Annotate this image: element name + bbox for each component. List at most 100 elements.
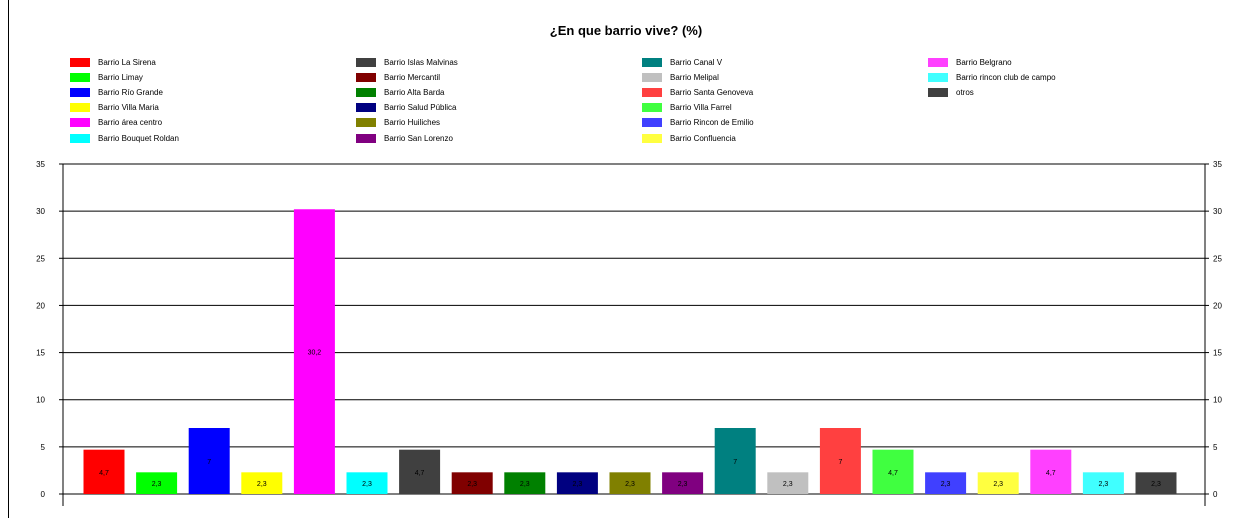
legend-swatch — [928, 72, 948, 82]
y-tick-label-left: 20 — [36, 301, 45, 310]
bar-value-label: 2,3 — [783, 481, 793, 488]
legend-swatch — [356, 57, 376, 67]
bar — [399, 449, 441, 494]
legend-label: Barrio Salud Pública — [384, 103, 457, 113]
bar — [1135, 472, 1177, 494]
legend-swatch — [356, 103, 376, 113]
bar — [293, 209, 335, 494]
legend-swatch — [928, 87, 948, 97]
bar-value-label: 7 — [838, 459, 842, 466]
y-tick-label-right: 10 — [1213, 396, 1222, 405]
bar-value-label: 2,3 — [941, 481, 951, 488]
chart-title: ¿En que barrio vive? (%) — [549, 23, 703, 38]
legend-swatch — [70, 72, 90, 82]
legend-item: Barrio Villa Farrel — [642, 102, 732, 114]
legend-swatch — [70, 103, 90, 113]
legend-item: Barrio Bouquet Roldan — [70, 132, 179, 144]
y-tick-label-left: 25 — [36, 254, 45, 263]
bar-value-label: 4,7 — [888, 470, 898, 477]
bar — [504, 472, 546, 494]
legend-label: Barrio Canal V — [670, 57, 723, 67]
legend-item: Barrio Rincon de Emilio — [642, 117, 754, 129]
legend-item: Barrio Río Grande — [70, 86, 163, 98]
legend-label: Barrio Alta Barda — [384, 87, 445, 97]
bar-value-label: 2,3 — [625, 481, 635, 488]
legend-label: Barrio Melipal — [670, 72, 719, 82]
legend-label: Barrio Villa Farrel — [670, 103, 732, 113]
bar — [188, 428, 230, 494]
y-tick-label-right: 15 — [1213, 349, 1222, 358]
legend-item: Barrio La Sirena — [70, 56, 156, 68]
bar — [819, 428, 861, 494]
legend-label: Barrio Santa Genoveva — [670, 87, 754, 97]
legend-swatch — [642, 118, 662, 128]
bar — [241, 472, 283, 494]
y-tick-label-right: 20 — [1213, 301, 1222, 310]
legend-label: Barrio Huiliches — [384, 118, 441, 128]
legend-label: Barrio San Lorenzo — [384, 133, 453, 143]
y-tick-label-right: 0 — [1213, 490, 1218, 499]
legend-item: otros — [928, 86, 974, 98]
legend-label: Barrio Río Grande — [98, 87, 163, 97]
legend-label: Barrio Islas Malvinas — [384, 57, 458, 67]
legend-item: Barrio Mercantil — [356, 71, 440, 83]
bar — [714, 428, 756, 494]
bar — [346, 472, 388, 494]
legend-item: Barrio área centro — [70, 117, 162, 129]
chart-legend: Barrio La Sirena Barrio Limay Barrio Río G… — [70, 56, 1210, 148]
legend-label: Barrio Belgrano — [956, 57, 1012, 67]
legend-item: Barrio Confluencia — [642, 132, 736, 144]
bar — [925, 472, 967, 494]
legend-swatch — [642, 103, 662, 113]
legend-item: Barrio Melipal — [642, 71, 719, 83]
bar — [662, 472, 704, 494]
legend-label: Barrio Bouquet Roldan — [98, 133, 179, 143]
y-tick-label-left: 10 — [36, 396, 45, 405]
legend-label: Barrio área centro — [98, 118, 163, 128]
bar-value-label: 2,3 — [467, 481, 477, 488]
bar-value-label: 2,3 — [362, 481, 372, 488]
legend-swatch — [70, 87, 90, 97]
legend-label: Barrio Villa Maria — [98, 103, 159, 113]
legend-item: Barrio Belgrano — [928, 56, 1012, 68]
y-tick-label-right: 35 — [1213, 160, 1222, 169]
legend-label: Barrio Rincon de Emilio — [670, 118, 754, 128]
legend-swatch — [356, 87, 376, 97]
bar — [872, 449, 914, 494]
bar — [1030, 449, 1072, 494]
legend-item: Barrio Villa Maria — [70, 102, 159, 114]
legend-label: Barrio Confluencia — [670, 133, 736, 143]
bar — [83, 449, 125, 494]
legend-swatch — [642, 87, 662, 97]
y-tick-label-left: 30 — [36, 207, 45, 216]
legend-swatch — [356, 72, 376, 82]
y-tick-label-right: 5 — [1213, 443, 1218, 452]
legend-label: Barrio Mercantil — [384, 72, 441, 82]
bar — [767, 472, 809, 494]
legend-label: Barrio La Sirena — [98, 57, 156, 67]
bar — [451, 472, 493, 494]
bar-value-label: 2,3 — [1151, 481, 1161, 488]
bar-value-label: 2,3 — [993, 481, 1003, 488]
y-tick-label-left: 15 — [36, 349, 45, 358]
bar-value-label: 4,7 — [1046, 470, 1056, 477]
bar — [556, 472, 598, 494]
legend-item: Barrio Huiliches — [356, 117, 440, 129]
bar-value-label: 2,3 — [520, 481, 530, 488]
legend-item: Barrio San Lorenzo — [356, 132, 453, 144]
y-tick-label-right: 25 — [1213, 254, 1222, 263]
bar-value-label: 4,7 — [415, 470, 425, 477]
bar-value-label: 30,2 — [308, 350, 322, 357]
y-tick-label-left: 0 — [41, 490, 46, 499]
legend-item: Barrio Salud Pública — [356, 102, 456, 114]
bar-value-label: 2,3 — [573, 481, 583, 488]
bar — [609, 472, 651, 494]
legend-label: Barrio rincon club de campo — [956, 72, 1056, 82]
legend-item: Barrio rincon club de campo — [928, 71, 1056, 83]
legend-item: Barrio Islas Malvinas — [356, 56, 458, 68]
legend-swatch — [70, 118, 90, 128]
legend-swatch — [642, 72, 662, 82]
legend-swatch — [70, 57, 90, 67]
y-tick-label-right: 30 — [1213, 207, 1222, 216]
